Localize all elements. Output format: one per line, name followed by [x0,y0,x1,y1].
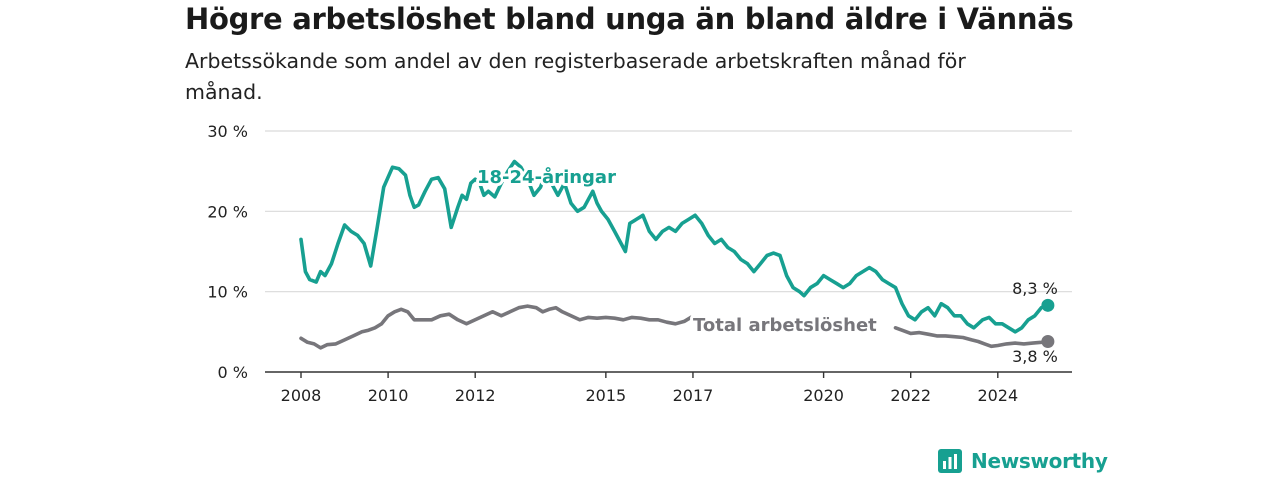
y-axis: 0 % 10 % 20 % 30 % [207,122,248,382]
x-tick-label: 2008 [281,386,322,405]
series-label-total: Total arbetslöshet [693,315,877,336]
chart-subtitle: Arbetssökande som andel av den registerb… [185,49,966,104]
series-lines [299,159,1055,350]
y-tick-label: 30 % [207,122,248,141]
series-line-young [299,159,1050,334]
x-tick-label: 2010 [368,386,409,405]
end-value-total: 3,8 % [1012,347,1058,366]
newsworthy-logo: Newsworthy [937,448,1108,474]
chart-title: Högre arbetslöshet bland unga än bland ä… [185,2,1074,36]
series-label-total-halo: Total arbetslöshet [693,315,877,336]
x-tick-label: 2017 [673,386,714,405]
x-tick-label: 2020 [803,386,844,405]
series-label-young: 18-24-åringar [477,166,616,188]
y-tick-label: 10 % [207,283,248,302]
chart-bars-icon [938,449,962,473]
series-endpoint-young [1041,298,1055,312]
x-axis: 2008 2010 2012 2015 2017 2020 2022 2024 [281,372,1018,405]
gridlines [265,130,1072,373]
y-tick-label: 20 % [207,202,248,221]
series-line-total [893,326,1050,349]
x-tick-label: 2012 [455,386,496,405]
brand-name: Newsworthy [971,449,1108,473]
x-tick-label: 2024 [977,386,1018,405]
y-tick-label: 0 % [218,363,248,382]
x-tick-label: 2022 [890,386,931,405]
series-label-young-halo: 18-24-åringar [477,166,616,188]
series-line-total [299,304,693,350]
series-endpoint-total [1041,334,1055,348]
end-value-young: 8,3 % [1012,279,1058,298]
x-tick-label: 2015 [585,386,626,405]
